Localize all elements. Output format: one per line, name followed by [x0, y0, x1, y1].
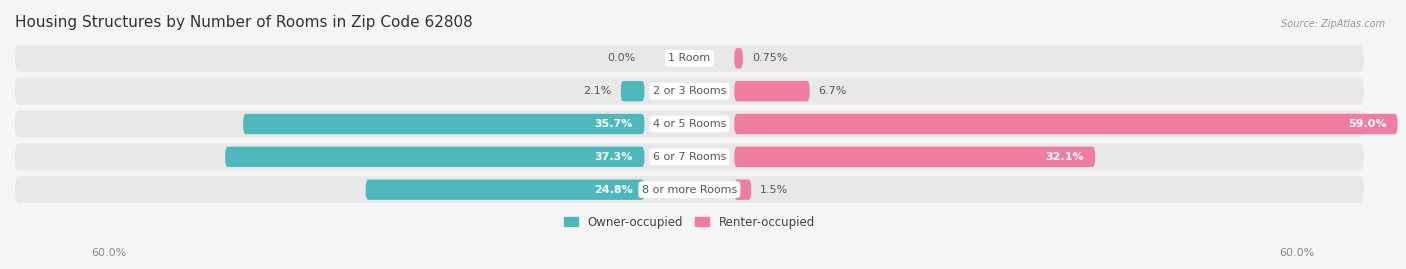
FancyBboxPatch shape: [366, 179, 644, 200]
FancyBboxPatch shape: [621, 81, 644, 101]
Text: Housing Structures by Number of Rooms in Zip Code 62808: Housing Structures by Number of Rooms in…: [15, 15, 472, 30]
FancyBboxPatch shape: [734, 81, 810, 101]
Text: 60.0%: 60.0%: [91, 248, 127, 258]
FancyBboxPatch shape: [15, 78, 1364, 105]
FancyBboxPatch shape: [15, 176, 1364, 203]
FancyBboxPatch shape: [734, 48, 742, 69]
Text: 24.8%: 24.8%: [595, 185, 633, 195]
Text: 32.1%: 32.1%: [1046, 152, 1084, 162]
Text: 8 or more Rooms: 8 or more Rooms: [641, 185, 737, 195]
Text: 4 or 5 Rooms: 4 or 5 Rooms: [652, 119, 725, 129]
Text: 35.7%: 35.7%: [595, 119, 633, 129]
FancyBboxPatch shape: [734, 179, 751, 200]
Text: 2.1%: 2.1%: [583, 86, 612, 96]
Legend: Owner-occupied, Renter-occupied: Owner-occupied, Renter-occupied: [560, 211, 820, 233]
Text: 60.0%: 60.0%: [1279, 248, 1315, 258]
Text: 6.7%: 6.7%: [818, 86, 846, 96]
Text: 0.75%: 0.75%: [752, 53, 787, 63]
FancyBboxPatch shape: [15, 45, 1364, 72]
Text: 37.3%: 37.3%: [595, 152, 633, 162]
FancyBboxPatch shape: [15, 143, 1364, 170]
FancyBboxPatch shape: [15, 111, 1364, 137]
FancyBboxPatch shape: [734, 147, 1095, 167]
Text: 2 or 3 Rooms: 2 or 3 Rooms: [652, 86, 725, 96]
FancyBboxPatch shape: [225, 147, 644, 167]
FancyBboxPatch shape: [734, 114, 1398, 134]
Text: 6 or 7 Rooms: 6 or 7 Rooms: [652, 152, 725, 162]
FancyBboxPatch shape: [243, 114, 644, 134]
Text: Source: ZipAtlas.com: Source: ZipAtlas.com: [1281, 19, 1385, 29]
Text: 1 Room: 1 Room: [668, 53, 710, 63]
Text: 1.5%: 1.5%: [761, 185, 789, 195]
Text: 59.0%: 59.0%: [1348, 119, 1386, 129]
Text: 0.0%: 0.0%: [607, 53, 636, 63]
